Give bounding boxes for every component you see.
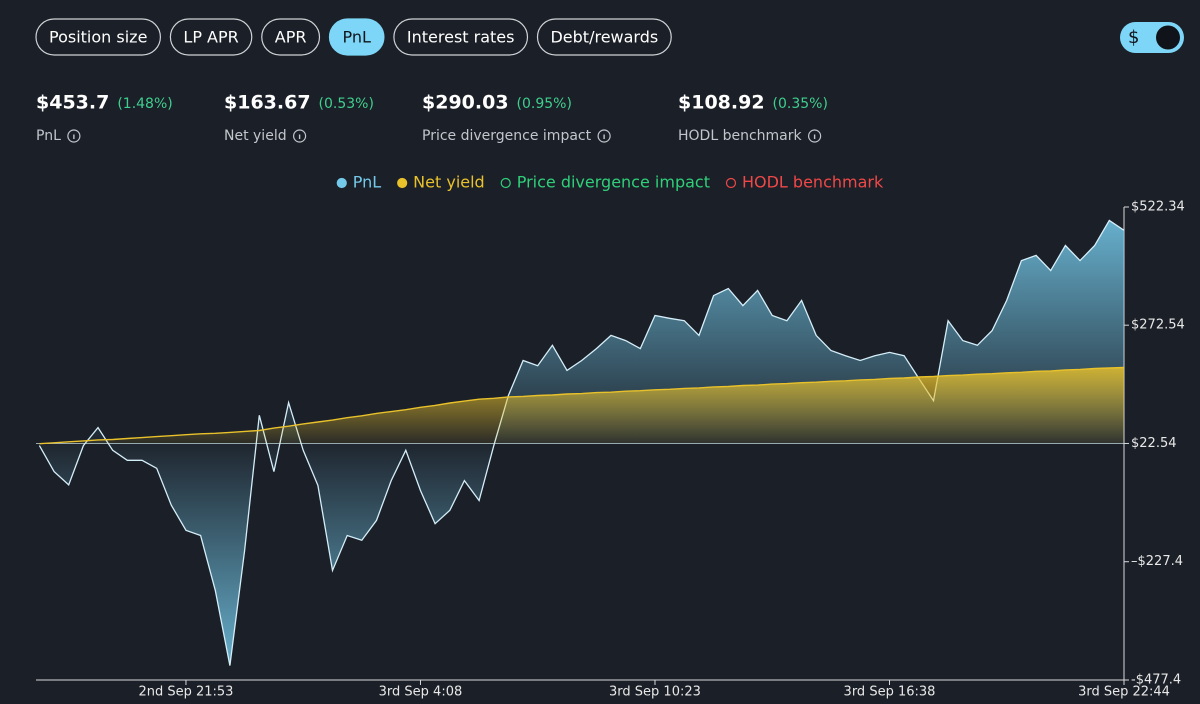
stat-change: (0.53%) (319, 96, 374, 112)
stat-value: $453.7 (36, 92, 109, 114)
stat-change: (0.35%) (773, 96, 828, 112)
tab[interactable]: PnL (328, 18, 385, 56)
legend-label[interactable]: Price divergence impact (517, 173, 710, 192)
tab-button[interactable] (35, 18, 162, 56)
legend-marker[interactable] (397, 177, 408, 189)
tab-label[interactable]: LP APR (183, 28, 238, 47)
toggle-knob[interactable] (1156, 25, 1180, 50)
tab-button[interactable] (261, 18, 321, 56)
y-tick-label: –$227.4 (1131, 554, 1183, 569)
legend-marker[interactable] (336, 177, 347, 189)
tab-button[interactable] (393, 18, 529, 56)
area-fill (39, 367, 1124, 444)
tab-label[interactable]: Interest rates (407, 28, 515, 47)
y-tick-label: $272.54 (1131, 318, 1185, 333)
tab[interactable]: LP APR (169, 18, 253, 56)
legend-label[interactable]: PnL (353, 173, 382, 192)
stat-label: Price divergence impact (422, 128, 592, 144)
tab-button[interactable] (536, 18, 672, 56)
legend-item[interactable]: HODL benchmark (725, 173, 884, 192)
stat-label: PnL (36, 128, 61, 144)
x-tick-label: 3rd Sep 16:38 (844, 685, 936, 700)
tab-label[interactable]: PnL (342, 28, 371, 47)
stat-label: Net yield (224, 128, 287, 144)
info-icon (808, 129, 822, 143)
x-tick-label: 3rd Sep 4:08 (379, 685, 463, 700)
legend-label[interactable]: HODL benchmark (742, 173, 884, 192)
stat-change: (0.95%) (517, 96, 572, 112)
currency-toggle[interactable]: $ (1120, 22, 1184, 53)
legend-item[interactable]: Price divergence impact (500, 173, 710, 192)
tab[interactable]: Interest rates (393, 18, 529, 56)
stat: $290.03 (0.95%) Price divergence impact (422, 92, 611, 144)
x-tick-label: 3rd Sep 22:44 (1078, 685, 1170, 700)
stat-value: $108.92 (678, 92, 765, 114)
legend-label[interactable]: Net yield (413, 173, 485, 192)
legend-item[interactable]: PnL (336, 173, 382, 192)
y-tick-label: -$477.4 (1131, 673, 1181, 688)
tab[interactable]: Position size (35, 18, 162, 56)
legend-item[interactable]: Net yield (397, 173, 485, 192)
tab-button[interactable] (169, 18, 253, 56)
stat-label: HODL benchmark (678, 128, 802, 144)
tab-button[interactable] (328, 18, 385, 56)
stat: $453.7 (1.48%) PnL (36, 92, 173, 145)
tab[interactable]: APR (261, 18, 321, 56)
toggle-label[interactable]: $ (1128, 27, 1139, 48)
stat-value: $163.67 (224, 92, 311, 114)
stat: $108.92 (0.35%) HODL benchmark (678, 92, 828, 145)
info-icon (292, 129, 307, 143)
x-tick-label: 2nd Sep 21:53 (138, 685, 233, 700)
y-tick-label: $22.54 (1131, 436, 1177, 451)
tab[interactable]: Debt/rewards (536, 18, 672, 56)
legend: PnL Net yield Price divergence impact HODL … (336, 173, 884, 192)
stat: $163.67 (0.53%) Net yield (224, 92, 374, 145)
info-icon (597, 129, 611, 143)
stat-change: (1.48%) (117, 96, 172, 112)
series-line (38, 219, 1125, 666)
tab-label[interactable]: APR (275, 28, 307, 47)
tab-label[interactable]: Debt/rewards (550, 28, 658, 47)
legend-marker[interactable] (500, 177, 511, 189)
tab-label[interactable]: Position size (49, 28, 147, 47)
stat-value: $290.03 (422, 92, 509, 114)
info-icon (67, 129, 81, 143)
x-tick-label: 3rd Sep 10:23 (609, 685, 701, 700)
y-tick-label: $522.34 (1131, 200, 1185, 215)
legend-marker[interactable] (725, 177, 737, 189)
series-line (39, 366, 1125, 445)
